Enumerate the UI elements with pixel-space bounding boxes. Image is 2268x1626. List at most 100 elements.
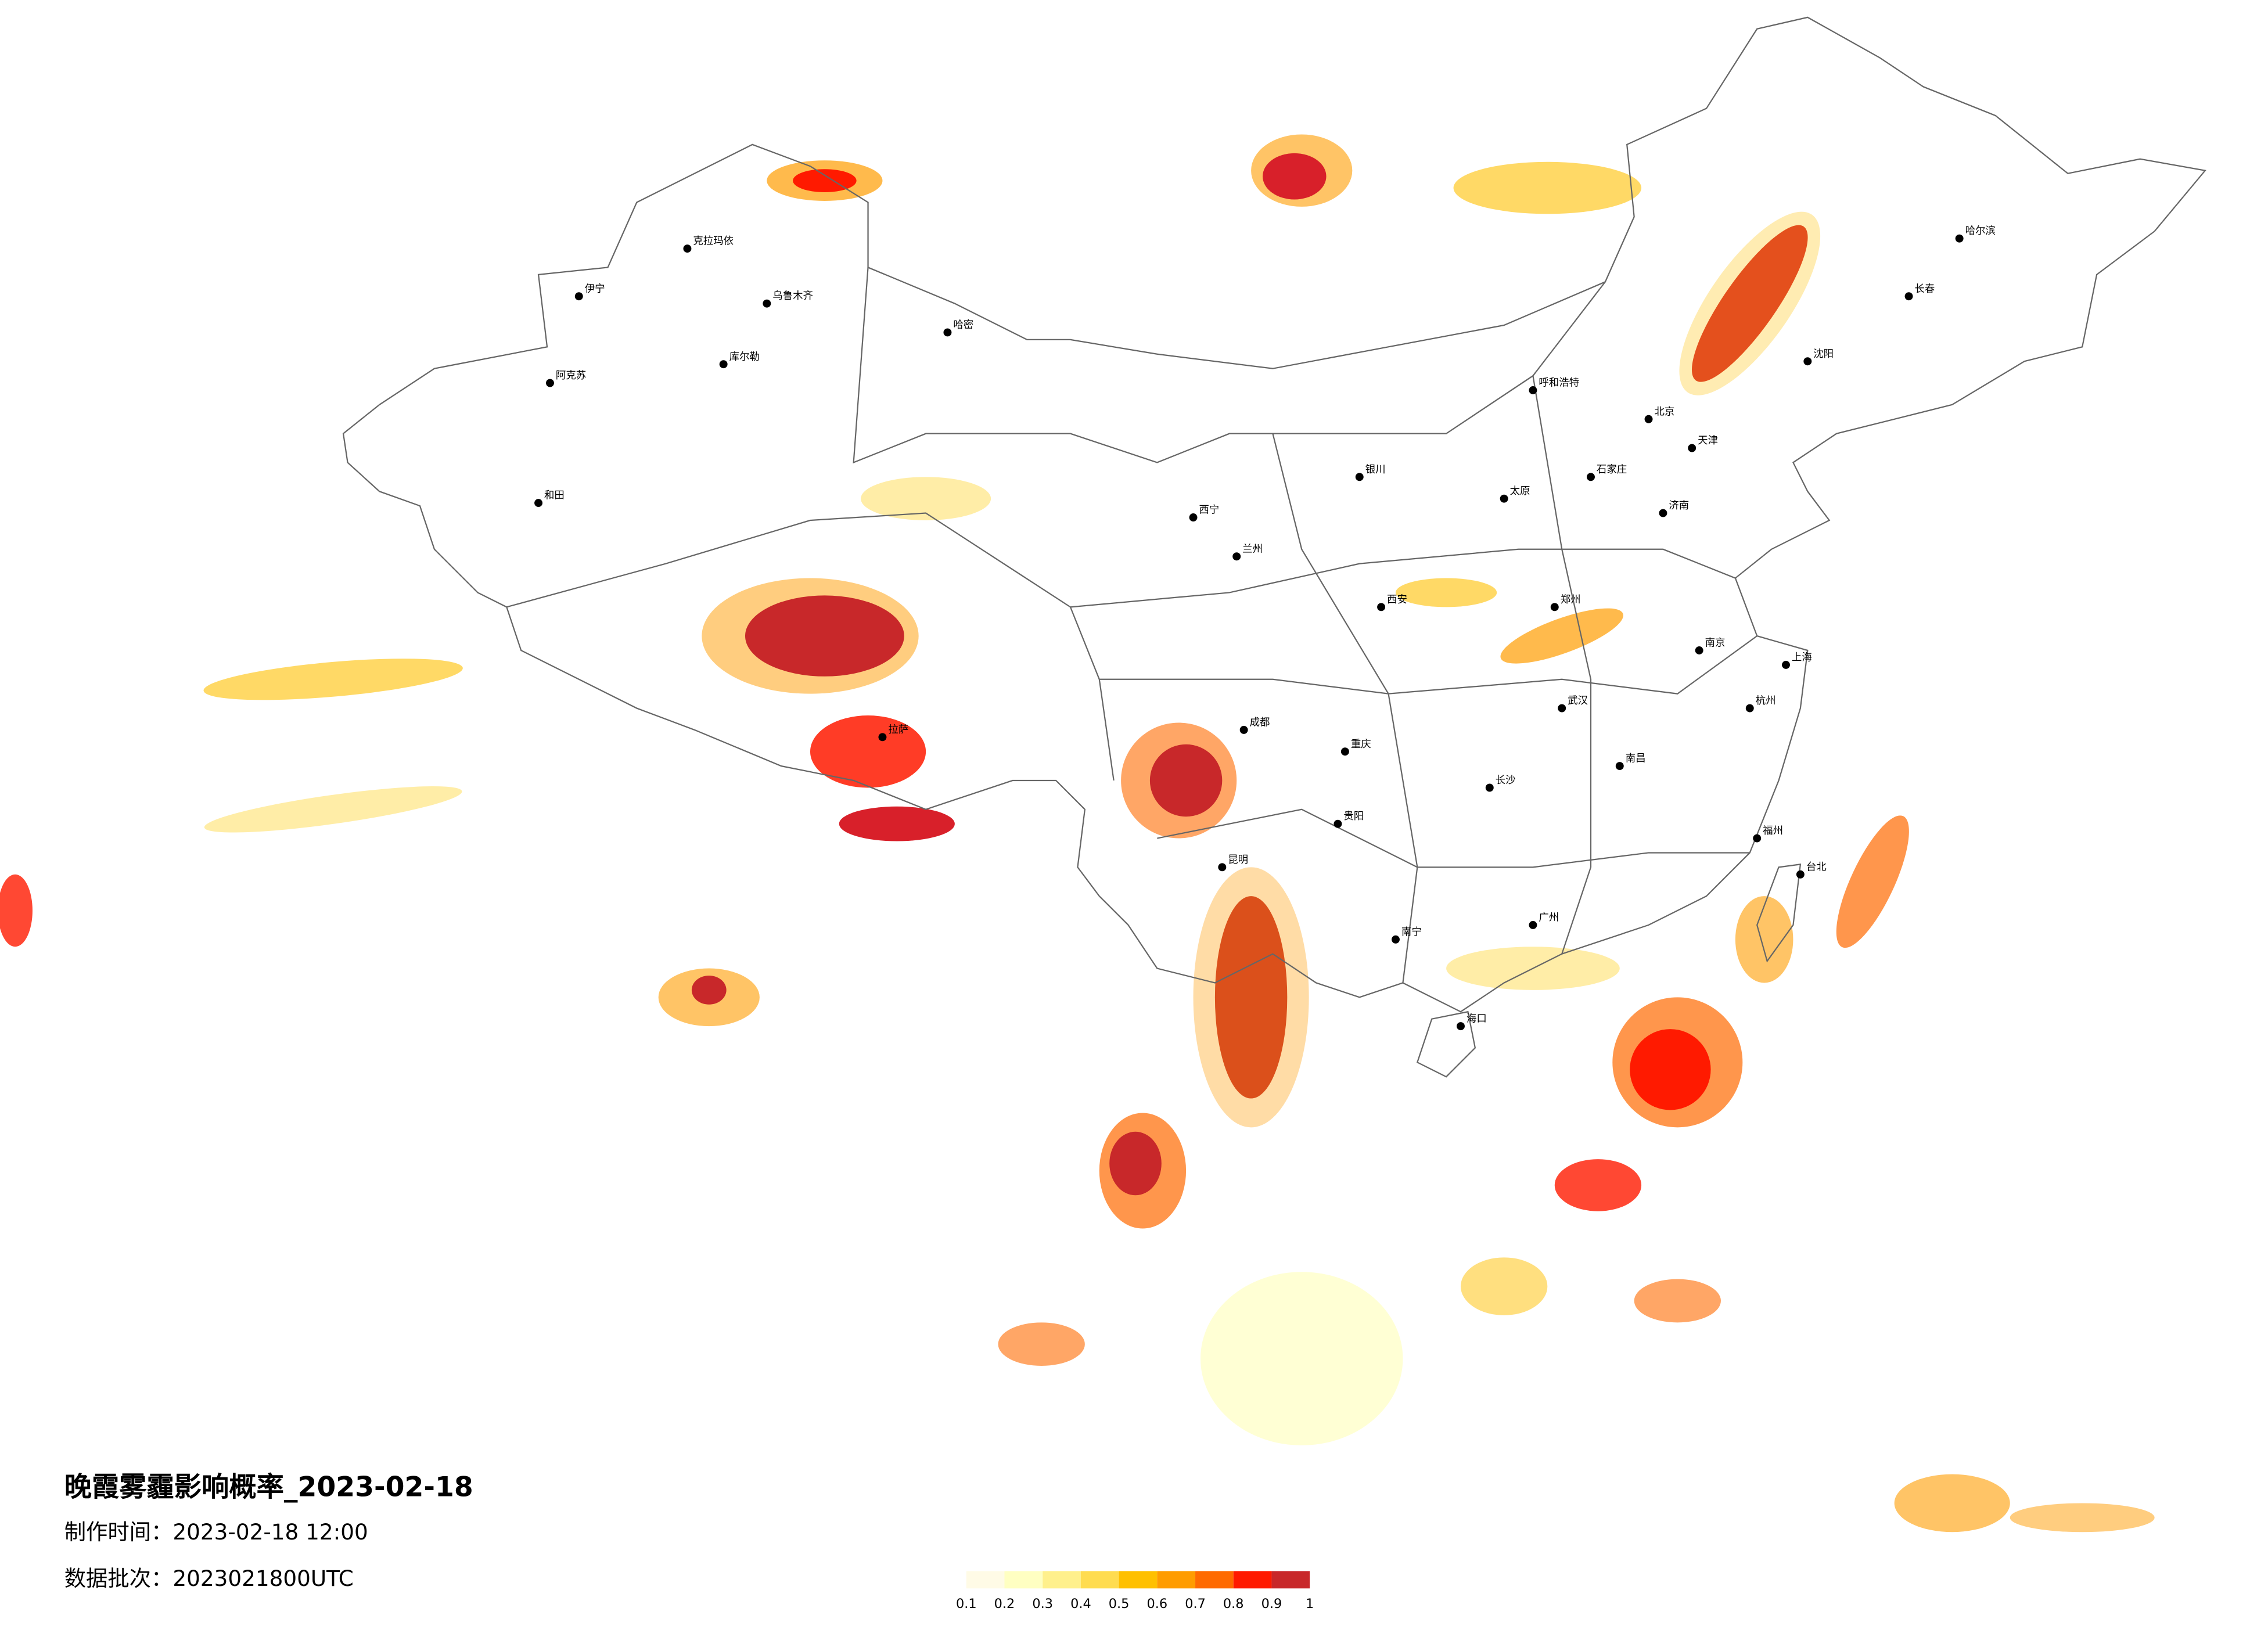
- city-dot: [1340, 747, 1349, 756]
- city-dot: [1753, 834, 1762, 843]
- city-label: 长沙: [1496, 775, 1516, 786]
- city-dot: [1457, 1022, 1465, 1031]
- legend-tick-label: 1: [1306, 1596, 1314, 1611]
- city-label: 重庆: [1351, 739, 1371, 750]
- legend-tick-label: 0.4: [1070, 1596, 1091, 1611]
- city-label: 南京: [1705, 638, 1726, 649]
- city-label: 和田: [544, 490, 565, 502]
- legend-tick-label: 0.7: [1185, 1596, 1206, 1611]
- city-label: 广州: [1539, 912, 1559, 923]
- title: 晚霞雾霾影响概率_2023-02-18: [64, 1472, 473, 1503]
- city-label: 北京: [1655, 406, 1675, 418]
- city-label: 杭州: [1756, 695, 1776, 707]
- city-dot: [1189, 513, 1198, 521]
- city-label: 沈阳: [1813, 348, 1834, 360]
- city-dot: [719, 360, 728, 369]
- city-label: 昆明: [1228, 854, 1248, 866]
- city-label: 武汉: [1568, 695, 1588, 707]
- legend-tick-label: 0.5: [1109, 1596, 1130, 1611]
- city-dot: [574, 292, 583, 301]
- city-dot: [1550, 603, 1559, 611]
- legend-swatch: [1157, 1571, 1196, 1589]
- city-dot: [878, 733, 887, 742]
- city-label: 库尔勒: [729, 351, 760, 363]
- city-label: 太原: [1510, 485, 1530, 497]
- city-dot: [943, 328, 952, 337]
- city-label: 上海: [1792, 652, 1812, 663]
- city-dot: [1803, 357, 1812, 366]
- city-dot: [1529, 920, 1537, 929]
- legend-swatch: [1080, 1571, 1119, 1589]
- city-dot: [1644, 415, 1653, 423]
- city-label: 克拉玛依: [693, 236, 734, 247]
- city-dot: [1782, 660, 1790, 669]
- city-dot: [1334, 819, 1342, 828]
- city-dot: [1745, 704, 1754, 713]
- city-label: 长春: [1915, 283, 1935, 295]
- city-dot: [683, 244, 692, 253]
- city-label: 南宁: [1401, 926, 1422, 938]
- legend-swatch: [966, 1571, 1005, 1589]
- city-label: 石家庄: [1597, 464, 1627, 476]
- legend-swatch: [1271, 1571, 1310, 1589]
- city-label: 济南: [1669, 500, 1689, 512]
- city-dot: [1218, 863, 1227, 872]
- city-label: 哈密: [953, 319, 973, 331]
- city-label: 成都: [1250, 717, 1270, 728]
- city-dot: [1796, 870, 1805, 879]
- legend-tick-label: 0.1: [956, 1596, 977, 1611]
- city-dot: [1955, 234, 1964, 243]
- city-dot: [1485, 783, 1494, 792]
- city-dot: [1500, 494, 1508, 503]
- city-dot: [1688, 444, 1696, 452]
- legend-swatch: [1195, 1571, 1234, 1589]
- batch: 数据批次：2023021800UTC: [64, 1566, 354, 1591]
- legend-swatch: [1043, 1571, 1081, 1589]
- city-label: 银川: [1365, 464, 1386, 476]
- city-dot: [1558, 704, 1566, 713]
- city-label: 兰州: [1242, 544, 1263, 555]
- city-label: 西安: [1387, 594, 1407, 606]
- haze-field: [0, 134, 2155, 1533]
- city-label: 阿克苏: [556, 370, 586, 382]
- city-dot: [1377, 603, 1386, 611]
- city-label: 福州: [1763, 825, 1783, 837]
- city-dot: [1529, 386, 1537, 394]
- city-dot: [1904, 292, 1913, 301]
- legend-tick-label: 0.8: [1223, 1596, 1244, 1611]
- legend-swatch: [1004, 1571, 1043, 1589]
- city-label: 乌鲁木齐: [772, 290, 813, 302]
- city-label: 呼和浩特: [1539, 377, 1579, 389]
- city-label: 拉萨: [888, 724, 908, 736]
- legend-tick-label: 0.2: [994, 1596, 1015, 1611]
- city-label: 天津: [1698, 435, 1718, 447]
- city-label: 贵阳: [1343, 811, 1364, 822]
- city-dot: [1695, 646, 1703, 654]
- city-dot: [534, 499, 543, 508]
- city-label: 海口: [1467, 1013, 1487, 1025]
- city-label: 南昌: [1626, 753, 1646, 765]
- city-dot: [1615, 762, 1624, 771]
- city-dot: [1392, 935, 1400, 944]
- city-label: 西宁: [1199, 505, 1220, 516]
- city-label: 台北: [1806, 861, 1827, 873]
- city-dot: [763, 299, 771, 308]
- city-dot: [1239, 725, 1248, 734]
- legend-tick-label: 0.6: [1147, 1596, 1168, 1611]
- city-dot: [1232, 552, 1241, 561]
- legend-tick-label: 0.9: [1261, 1596, 1282, 1611]
- legend-tick-label: 0.3: [1032, 1596, 1053, 1611]
- city-dot: [1659, 509, 1667, 517]
- city-label: 伊宁: [585, 283, 605, 295]
- city-label: 郑州: [1561, 594, 1581, 606]
- borders: [342, 16, 2206, 1078]
- legend-swatch: [1233, 1571, 1272, 1589]
- legend: 0.1 0.2 0.3 0.4 0.5 0.6 0.7 0.8 0.9 1: [956, 1571, 1314, 1611]
- city-dot: [546, 379, 554, 387]
- legend-swatch: [1119, 1571, 1158, 1589]
- city-label: 哈尔滨: [1965, 225, 1996, 237]
- city-dot: [1587, 473, 1595, 481]
